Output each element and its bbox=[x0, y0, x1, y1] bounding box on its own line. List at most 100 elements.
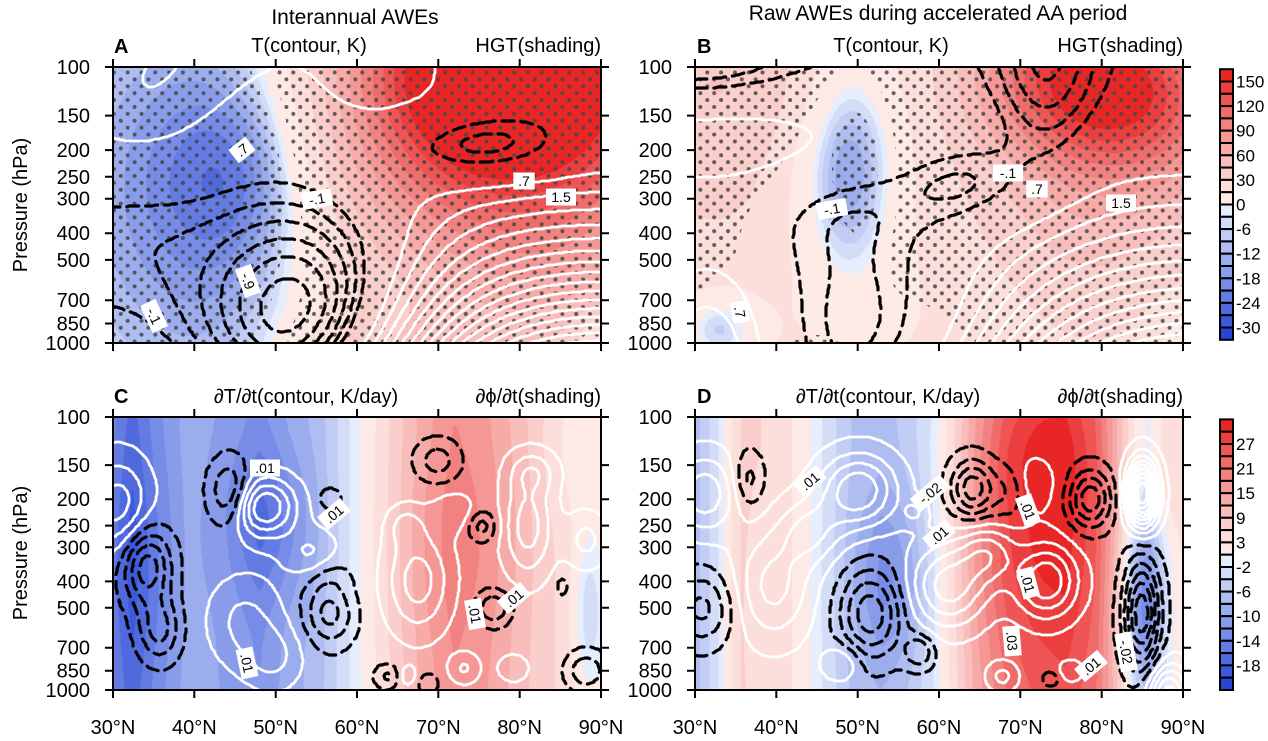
svg-text:250: 250 bbox=[57, 167, 90, 189]
svg-text:.7: .7 bbox=[518, 173, 530, 189]
svg-text:15: 15 bbox=[1236, 484, 1255, 503]
svg-text:700: 700 bbox=[57, 290, 90, 312]
svg-text:-30: -30 bbox=[1236, 319, 1261, 338]
svg-text:.01: .01 bbox=[1018, 572, 1039, 595]
svg-text:250: 250 bbox=[57, 516, 90, 538]
svg-text:1000: 1000 bbox=[46, 333, 91, 355]
svg-text:200: 200 bbox=[639, 489, 672, 511]
svg-text:300: 300 bbox=[639, 189, 672, 211]
svg-text:700: 700 bbox=[639, 290, 672, 312]
svg-text:100: 100 bbox=[57, 57, 90, 79]
svg-text:.01: .01 bbox=[1017, 498, 1039, 522]
svg-text:200: 200 bbox=[57, 489, 90, 511]
svg-text:30: 30 bbox=[1236, 171, 1255, 190]
svg-text:850: 850 bbox=[639, 314, 672, 336]
svg-text:70°N: 70°N bbox=[416, 717, 461, 739]
svg-text:HGT(shading): HGT(shading) bbox=[1057, 35, 1183, 57]
svg-text:80°N: 80°N bbox=[1079, 717, 1124, 739]
svg-text:60°N: 60°N bbox=[335, 717, 380, 739]
svg-text:40°N: 40°N bbox=[754, 717, 799, 739]
svg-text:150: 150 bbox=[639, 455, 672, 477]
svg-text:D: D bbox=[697, 386, 711, 408]
svg-text:∂ϕ/∂t(shading): ∂ϕ/∂t(shading) bbox=[1058, 386, 1183, 408]
svg-text:850: 850 bbox=[57, 661, 90, 683]
svg-text:-18: -18 bbox=[1236, 656, 1261, 675]
svg-text:400: 400 bbox=[57, 571, 90, 593]
svg-text:1.5: 1.5 bbox=[551, 189, 571, 205]
svg-text:-.1: -.1 bbox=[1000, 165, 1017, 181]
svg-text:∂T/∂t(contour, K/day): ∂T/∂t(contour, K/day) bbox=[214, 386, 398, 408]
svg-text:∂ϕ/∂t(shading): ∂ϕ/∂t(shading) bbox=[476, 386, 601, 408]
svg-text:-2: -2 bbox=[1236, 558, 1251, 577]
svg-text:Raw AWEs during accelerated AA: Raw AWEs during accelerated AA period bbox=[749, 2, 1128, 25]
svg-text:500: 500 bbox=[57, 598, 90, 620]
svg-text:.01: .01 bbox=[465, 603, 484, 625]
svg-text:150: 150 bbox=[57, 106, 90, 128]
svg-text:1000: 1000 bbox=[46, 680, 91, 702]
svg-text:.03: .03 bbox=[1003, 631, 1021, 652]
svg-text:.01: .01 bbox=[237, 652, 257, 675]
svg-text:150: 150 bbox=[639, 106, 672, 128]
svg-text:40°N: 40°N bbox=[172, 717, 217, 739]
svg-text:250: 250 bbox=[639, 516, 672, 538]
svg-text:-14: -14 bbox=[1236, 632, 1261, 651]
svg-text:500: 500 bbox=[639, 250, 672, 272]
svg-text:300: 300 bbox=[57, 537, 90, 559]
svg-text:90: 90 bbox=[1236, 122, 1255, 141]
svg-text:-12: -12 bbox=[1236, 245, 1261, 264]
svg-text:T(contour, K): T(contour, K) bbox=[833, 35, 949, 57]
svg-text:200: 200 bbox=[639, 140, 672, 162]
svg-text:300: 300 bbox=[639, 537, 672, 559]
svg-text:-10: -10 bbox=[1236, 607, 1261, 626]
svg-text:3: 3 bbox=[1236, 533, 1245, 552]
svg-text:1000: 1000 bbox=[628, 333, 673, 355]
svg-text:Pressure (hPa): Pressure (hPa) bbox=[10, 486, 32, 621]
svg-text:-24: -24 bbox=[1236, 294, 1261, 313]
svg-text:27: 27 bbox=[1236, 435, 1255, 454]
svg-text:850: 850 bbox=[57, 314, 90, 336]
svg-text:30°N: 30°N bbox=[673, 717, 718, 739]
svg-text:-.1: -.1 bbox=[823, 200, 842, 219]
svg-text:300: 300 bbox=[57, 189, 90, 211]
svg-text:60: 60 bbox=[1236, 146, 1255, 165]
svg-text:100: 100 bbox=[57, 407, 90, 429]
svg-text:90°N: 90°N bbox=[579, 717, 624, 739]
svg-text:200: 200 bbox=[57, 140, 90, 162]
svg-text:21: 21 bbox=[1236, 460, 1255, 479]
svg-text:400: 400 bbox=[639, 223, 672, 245]
svg-text:70°N: 70°N bbox=[998, 717, 1043, 739]
svg-text:700: 700 bbox=[639, 638, 672, 660]
svg-text:60°N: 60°N bbox=[917, 717, 962, 739]
svg-text:B: B bbox=[697, 36, 711, 58]
svg-text:-6: -6 bbox=[1236, 220, 1251, 239]
svg-text:50°N: 50°N bbox=[253, 717, 298, 739]
svg-text:1.5: 1.5 bbox=[1111, 195, 1131, 211]
svg-text:.7: .7 bbox=[1031, 181, 1043, 197]
svg-text:-18: -18 bbox=[1236, 269, 1261, 288]
svg-text:400: 400 bbox=[57, 223, 90, 245]
svg-text:.7: .7 bbox=[731, 305, 749, 319]
svg-text:C: C bbox=[114, 386, 128, 408]
svg-text:500: 500 bbox=[57, 250, 90, 272]
svg-text:T(contour, K): T(contour, K) bbox=[251, 35, 367, 57]
svg-text:Interannual AWEs: Interannual AWEs bbox=[271, 6, 438, 29]
svg-text:120: 120 bbox=[1236, 97, 1264, 116]
svg-text:250: 250 bbox=[639, 167, 672, 189]
svg-text:400: 400 bbox=[639, 571, 672, 593]
svg-text:150: 150 bbox=[1236, 73, 1264, 92]
svg-text:-.9: -.9 bbox=[238, 271, 259, 292]
svg-text:-6: -6 bbox=[1236, 583, 1251, 602]
svg-text:-.1: -.1 bbox=[143, 305, 164, 327]
svg-text:HGT(shading): HGT(shading) bbox=[475, 35, 601, 57]
svg-text:1000: 1000 bbox=[628, 680, 673, 702]
svg-text:A: A bbox=[114, 36, 128, 58]
svg-text:∂T/∂t(contour, K/day): ∂T/∂t(contour, K/day) bbox=[796, 386, 980, 408]
svg-text:80°N: 80°N bbox=[497, 717, 542, 739]
svg-text:30°N: 30°N bbox=[91, 717, 136, 739]
svg-text:-.02: -.02 bbox=[1116, 639, 1136, 666]
svg-text:100: 100 bbox=[639, 407, 672, 429]
svg-text:850: 850 bbox=[639, 661, 672, 683]
svg-text:150: 150 bbox=[57, 455, 90, 477]
svg-text:-.1: -.1 bbox=[308, 190, 327, 209]
svg-text:.01: .01 bbox=[255, 460, 275, 476]
